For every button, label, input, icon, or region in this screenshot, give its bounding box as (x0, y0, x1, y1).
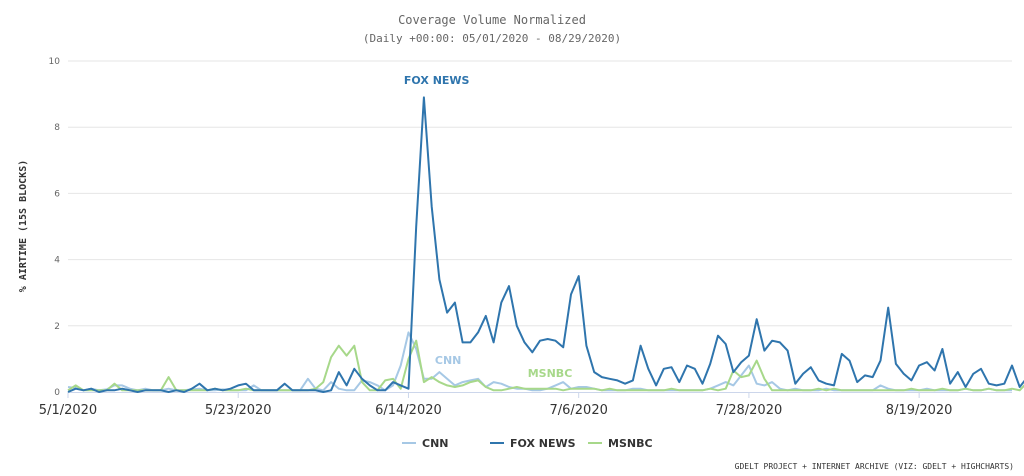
y-axis-ticks: 0 2 4 6 8 10 (49, 57, 61, 398)
x-tick-label: 5/23/2020 (205, 403, 272, 418)
legend-label: FOX NEWS (510, 437, 576, 450)
x-tick-label: 5/1/2020 (39, 403, 97, 418)
x-axis-ticks: 5/1/2020 5/23/2020 6/14/2020 7/6/2020 7/28/2… (39, 392, 953, 418)
legend-item-fox-news[interactable]: FOX NEWS (490, 437, 576, 450)
legend-label: MSNBC (608, 437, 653, 450)
x-tick-label: 8/19/2020 (886, 403, 953, 418)
chart-title: Coverage Volume Normalized (398, 13, 586, 27)
y-tick-label: 4 (54, 256, 60, 266)
legend: CNN FOX NEWS MSNBC (402, 437, 653, 450)
y-tick-label: 6 (54, 189, 60, 199)
annotation-msnbc: MSNBC (528, 367, 573, 380)
x-tick-label: 7/6/2020 (549, 403, 607, 418)
y-tick-label: 2 (54, 322, 60, 332)
series-line-msnbc[interactable] (67, 339, 1024, 392)
legend-label: CNN (422, 437, 449, 450)
y-axis-label: % AIRTIME (15S BLOCKS) (18, 160, 29, 292)
annotation-fox-news: FOX NEWS (404, 74, 470, 87)
legend-item-cnn[interactable]: CNN (402, 437, 449, 450)
x-tick-label: 7/28/2020 (716, 403, 783, 418)
series-line-fox-news[interactable] (67, 96, 1024, 393)
annotations: FOX NEWS CNN MSNBC (404, 74, 572, 380)
series-group (67, 96, 1024, 393)
x-tick-label: 6/14/2020 (375, 403, 442, 418)
grid-lines (68, 60, 1012, 327)
y-tick-label: 10 (49, 57, 61, 67)
y-tick-label: 8 (54, 123, 60, 133)
legend-item-msnbc[interactable]: MSNBC (588, 437, 653, 450)
annotation-cnn: CNN (435, 354, 462, 367)
chart-subtitle: (Daily +00:00: 05/01/2020 - 08/29/2020) (363, 32, 621, 45)
y-tick-label: 0 (54, 388, 60, 398)
chart-credits[interactable]: GDELT PROJECT + INTERNET ARCHIVE (VIZ: G… (735, 462, 1014, 471)
